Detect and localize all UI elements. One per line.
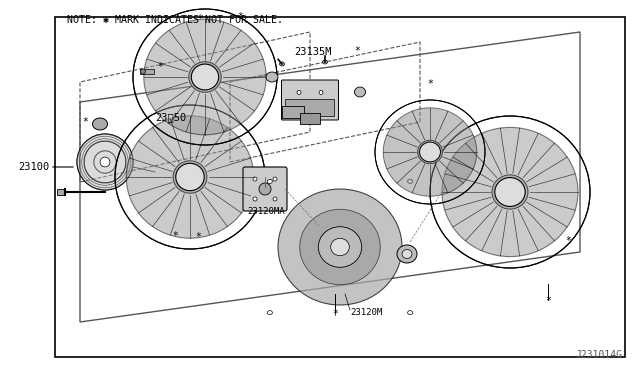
Text: *: * (82, 117, 88, 127)
Ellipse shape (253, 177, 257, 181)
Bar (285, 99, 335, 116)
Ellipse shape (408, 311, 413, 315)
Text: NOTE: ✱ MARK INDICATES NOT FOR SALE.: NOTE: ✱ MARK INDICATES NOT FOR SALE. (67, 15, 283, 25)
Ellipse shape (259, 183, 271, 195)
Text: *: * (565, 236, 571, 246)
Ellipse shape (355, 87, 365, 97)
Ellipse shape (383, 108, 477, 196)
Ellipse shape (278, 189, 402, 305)
Ellipse shape (331, 238, 349, 256)
Ellipse shape (318, 227, 362, 267)
Bar (57, 189, 65, 195)
Text: *: * (172, 231, 178, 241)
Ellipse shape (492, 175, 528, 209)
Text: *: * (332, 309, 338, 319)
Bar (300, 113, 320, 124)
Ellipse shape (176, 163, 204, 191)
Ellipse shape (268, 311, 273, 315)
Ellipse shape (319, 90, 323, 94)
FancyBboxPatch shape (282, 80, 339, 120)
Ellipse shape (126, 116, 253, 238)
Text: *: * (354, 46, 360, 56)
Ellipse shape (266, 72, 278, 82)
Text: *: * (195, 232, 201, 242)
Ellipse shape (273, 177, 277, 181)
Ellipse shape (420, 142, 440, 162)
Text: 23100: 23100 (18, 162, 49, 172)
Ellipse shape (100, 157, 110, 167)
Text: *: * (545, 296, 551, 306)
Ellipse shape (253, 197, 257, 201)
Bar (282, 106, 304, 118)
FancyBboxPatch shape (243, 167, 287, 211)
Ellipse shape (397, 245, 417, 263)
Bar (55, 17, 625, 357)
Text: J231014G: J231014G (575, 350, 622, 360)
Ellipse shape (402, 250, 412, 259)
Text: *: * (157, 62, 163, 72)
Bar (140, 69, 154, 74)
Ellipse shape (77, 134, 133, 190)
Ellipse shape (297, 90, 301, 94)
Ellipse shape (93, 118, 108, 130)
Text: *: * (237, 12, 243, 22)
Text: 23120M: 23120M (350, 308, 382, 317)
Text: 23135M: 23135M (294, 47, 332, 57)
Ellipse shape (280, 62, 285, 66)
Ellipse shape (191, 64, 219, 90)
Text: *: * (197, 14, 203, 24)
Ellipse shape (323, 60, 328, 64)
Ellipse shape (173, 161, 207, 193)
Ellipse shape (442, 127, 578, 257)
Ellipse shape (273, 197, 277, 201)
Text: *: * (427, 79, 433, 89)
Ellipse shape (300, 209, 380, 285)
Text: 23ℓ50: 23ℓ50 (155, 112, 186, 122)
Text: 23120MA: 23120MA (247, 207, 285, 216)
Ellipse shape (495, 177, 525, 206)
Ellipse shape (268, 179, 273, 183)
Ellipse shape (408, 179, 413, 183)
Ellipse shape (144, 19, 266, 135)
Ellipse shape (141, 69, 145, 74)
Ellipse shape (189, 62, 221, 92)
Ellipse shape (418, 140, 442, 164)
